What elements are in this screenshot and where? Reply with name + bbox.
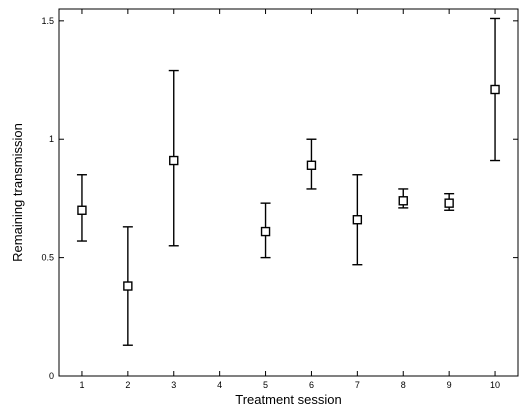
x-tick-label: 10 xyxy=(490,380,500,390)
x-tick-label: 1 xyxy=(79,380,84,390)
x-tick-label: 6 xyxy=(309,380,314,390)
y-tick-label: 0 xyxy=(49,371,54,381)
x-tick-label: 4 xyxy=(217,380,222,390)
square-marker xyxy=(444,198,454,208)
y-tick-label: 1.5 xyxy=(41,16,54,26)
square-marker xyxy=(169,155,179,166)
data-point xyxy=(444,192,455,211)
x-tick-label: 8 xyxy=(401,380,406,390)
x-tick-label: 2 xyxy=(125,380,130,390)
y-axis: 0 0.5 1 1.5 xyxy=(41,16,518,381)
data-point xyxy=(352,174,363,266)
square-marker xyxy=(260,226,271,237)
square-marker xyxy=(77,205,87,215)
x-tick-label: 5 xyxy=(263,380,268,390)
data-point xyxy=(398,188,409,209)
y-tick-label: 1 xyxy=(49,134,54,144)
square-marker xyxy=(398,196,408,206)
plot-area xyxy=(58,8,519,377)
square-marker xyxy=(352,215,363,225)
x-tick-label: 3 xyxy=(171,380,176,390)
data-point xyxy=(306,138,317,190)
x-tick-label: 9 xyxy=(447,380,452,390)
x-axis-label: Treatment session xyxy=(235,392,341,407)
x-tick-label: 7 xyxy=(355,380,360,390)
square-marker xyxy=(306,160,317,170)
square-marker xyxy=(123,281,133,291)
data-point xyxy=(168,69,179,247)
data-point xyxy=(490,17,501,162)
data-point xyxy=(122,226,133,346)
data-point xyxy=(260,202,271,259)
y-tick-label: 0.5 xyxy=(41,253,54,263)
data-point xyxy=(76,174,87,242)
y-axis-label: Remaining transmission xyxy=(10,123,25,262)
data-series xyxy=(76,17,501,346)
square-marker xyxy=(490,84,500,95)
x-axis: 1 2 3 4 5 6 7 8 9 10 xyxy=(79,9,500,390)
